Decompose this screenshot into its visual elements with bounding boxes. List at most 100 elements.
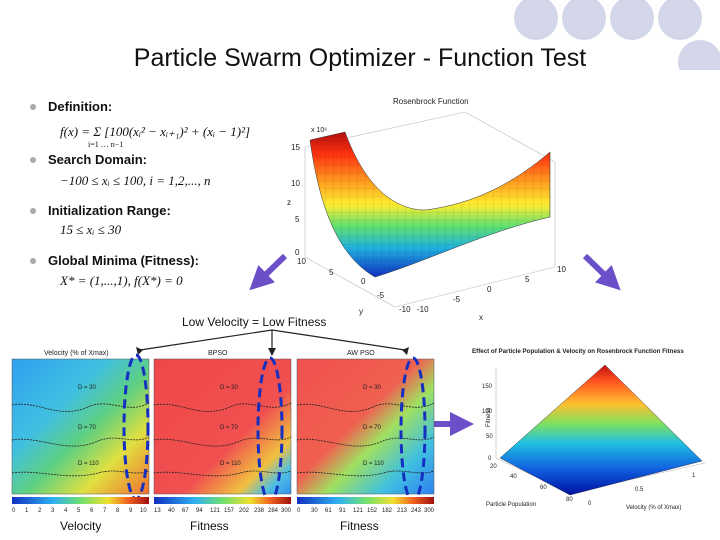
surface-pop-tick-80: 80 xyxy=(566,497,573,503)
z-tick-10: 10 xyxy=(291,179,300,188)
x-tick-10: 10 xyxy=(557,265,566,274)
svg-text:243: 243 xyxy=(411,508,422,514)
surface-title: Effect of Particle Population & Velocity… xyxy=(472,348,684,355)
heatmap-bpso-contour-1: D = 30 xyxy=(220,385,239,391)
heatmap-awpso-title: AW PSO xyxy=(347,350,375,357)
formula-definition: f(x) = Σ [100(xᵢ² − xᵢ₊₁)² + (xᵢ − 1)²] xyxy=(60,124,251,139)
bullet-global-minima: Global Minima (Fitness): xyxy=(48,253,199,268)
svg-text:300: 300 xyxy=(424,508,435,514)
svg-text:213: 213 xyxy=(397,508,408,514)
surface-pop-tick-20: 20 xyxy=(490,464,497,470)
surface-vel-tick-05: 0.5 xyxy=(635,487,644,493)
svg-text:13: 13 xyxy=(154,508,161,514)
svg-text:121: 121 xyxy=(353,508,364,514)
x-tick-m5: -5 xyxy=(453,295,461,304)
z-tick-15: 15 xyxy=(291,143,300,152)
surface-vel-tick-1: 1 xyxy=(692,473,696,479)
svg-text:5: 5 xyxy=(77,508,81,514)
svg-text:238: 238 xyxy=(254,508,265,514)
caption-bpso-fitness: Fitness xyxy=(190,519,229,533)
svg-text:8: 8 xyxy=(116,508,120,514)
y-tick-5: 5 xyxy=(329,268,334,277)
heatmap-velocity: Velocity (% of Xmax) D = 30 D = 70 D = 1… xyxy=(11,350,150,514)
y-tick-10: 10 xyxy=(297,257,306,266)
heatmap-bpso-contour-2: D = 70 xyxy=(220,425,239,431)
bullet-search-domain: Search Domain: xyxy=(48,152,147,167)
bullet-dot-2 xyxy=(30,157,36,163)
heatmap-velocity-contour-3: D = 110 xyxy=(78,461,99,467)
heatmap-velocity-colorbar xyxy=(12,497,149,504)
svg-text:7: 7 xyxy=(103,508,107,514)
svg-text:6: 6 xyxy=(90,508,94,514)
y-label: y xyxy=(359,307,363,316)
svg-text:1: 1 xyxy=(25,508,29,514)
surface-pop-tick-40: 40 xyxy=(510,474,517,480)
arrow-right-down xyxy=(582,253,621,291)
surface-mesh xyxy=(499,364,703,496)
slide-title: Particle Swarm Optimizer - Function Test xyxy=(133,44,587,72)
heatmap-awpso-contour-1: D = 30 xyxy=(363,385,382,391)
svg-text:0: 0 xyxy=(297,508,301,514)
heatmap-awpso-colorbar xyxy=(297,497,434,504)
svg-text:4: 4 xyxy=(64,508,68,514)
rosenbrock-surface-grid xyxy=(310,132,550,277)
formula-definition-sub: i=1 … n−1 xyxy=(88,140,124,149)
formula-global-minima: X* = (1,...,1), f(X*) = 0 xyxy=(60,273,183,288)
heatmap-velocity-contour-2: D = 70 xyxy=(78,425,97,431)
surface-z-tick-0: 0 xyxy=(488,456,492,462)
heatmap-bpso-contour-3: D = 110 xyxy=(220,461,241,467)
deco-circle-2 xyxy=(562,0,606,40)
rosenbrock-z-scale: x 10⁶ xyxy=(311,127,327,134)
caption-velocity: Velocity xyxy=(60,519,102,533)
svg-text:0: 0 xyxy=(12,508,16,514)
surface-z-tick-100: 100 xyxy=(482,409,493,415)
deco-circle-1 xyxy=(514,0,558,40)
y-tick-0: 0 xyxy=(361,277,366,286)
z-tick-0: 0 xyxy=(295,248,300,257)
svg-text:40: 40 xyxy=(168,508,175,514)
x-tick-5: 5 xyxy=(525,275,530,284)
heatmap-bpso-title: BPSO xyxy=(208,350,228,357)
bullet-dot-1 xyxy=(30,104,36,110)
heatmap-awpso-contour-2: D = 70 xyxy=(363,425,382,431)
bullet-dot-4 xyxy=(30,258,36,264)
svg-text:121: 121 xyxy=(210,508,221,514)
svg-text:30: 30 xyxy=(311,508,318,514)
y-tick-m5: -5 xyxy=(377,291,385,300)
z-label: z xyxy=(287,198,291,207)
surface-z-tick-150: 150 xyxy=(482,384,493,390)
formula-search-domain: −100 ≤ xᵢ ≤ 100, i = 1,2,..., n xyxy=(60,173,211,188)
bullet-init-range: Initialization Range: xyxy=(48,203,171,218)
surface-z-tick-50: 50 xyxy=(486,434,493,440)
surface-z-label: Fitness xyxy=(486,408,492,427)
svg-text:2: 2 xyxy=(38,508,42,514)
arrow-left-down xyxy=(249,253,288,291)
heatmap-bpso: BPSO D = 30 D = 70 D = 110 13 40 67 94 1… xyxy=(153,350,292,514)
surface-pop-tick-60: 60 xyxy=(540,485,547,491)
low-velocity-annotation: Low Velocity = Low Fitness xyxy=(182,315,327,329)
svg-text:94: 94 xyxy=(196,508,203,514)
caption-awpso-fitness: Fitness xyxy=(340,519,379,533)
formula-init-range: 15 ≤ xᵢ ≤ 30 xyxy=(60,222,122,237)
svg-text:202: 202 xyxy=(239,508,250,514)
bullet-dot-3 xyxy=(30,208,36,214)
svg-text:3: 3 xyxy=(51,508,55,514)
y-tick-m10: -10 xyxy=(399,305,411,314)
svg-text:10: 10 xyxy=(140,508,147,514)
bullet-definition: Definition: xyxy=(48,99,113,114)
svg-text:152: 152 xyxy=(367,508,378,514)
decorative-circles xyxy=(514,0,720,70)
svg-text:157: 157 xyxy=(224,508,235,514)
heatmap-velocity-title: Velocity (% of Xmax) xyxy=(44,350,109,357)
svg-text:61: 61 xyxy=(325,508,332,514)
svg-text:91: 91 xyxy=(339,508,346,514)
heatmap-velocity-contour-1: D = 30 xyxy=(78,385,97,391)
surface-pop-label: Particle Population xyxy=(486,502,536,508)
svg-text:67: 67 xyxy=(182,508,189,514)
svg-text:300: 300 xyxy=(281,508,292,514)
rosenbrock-title: Rosenbrock Function xyxy=(393,97,469,106)
surface-vel-tick-0: 0 xyxy=(588,501,592,507)
svg-text:284: 284 xyxy=(268,508,279,514)
x-label: x xyxy=(479,313,483,322)
z-tick-5: 5 xyxy=(295,215,300,224)
